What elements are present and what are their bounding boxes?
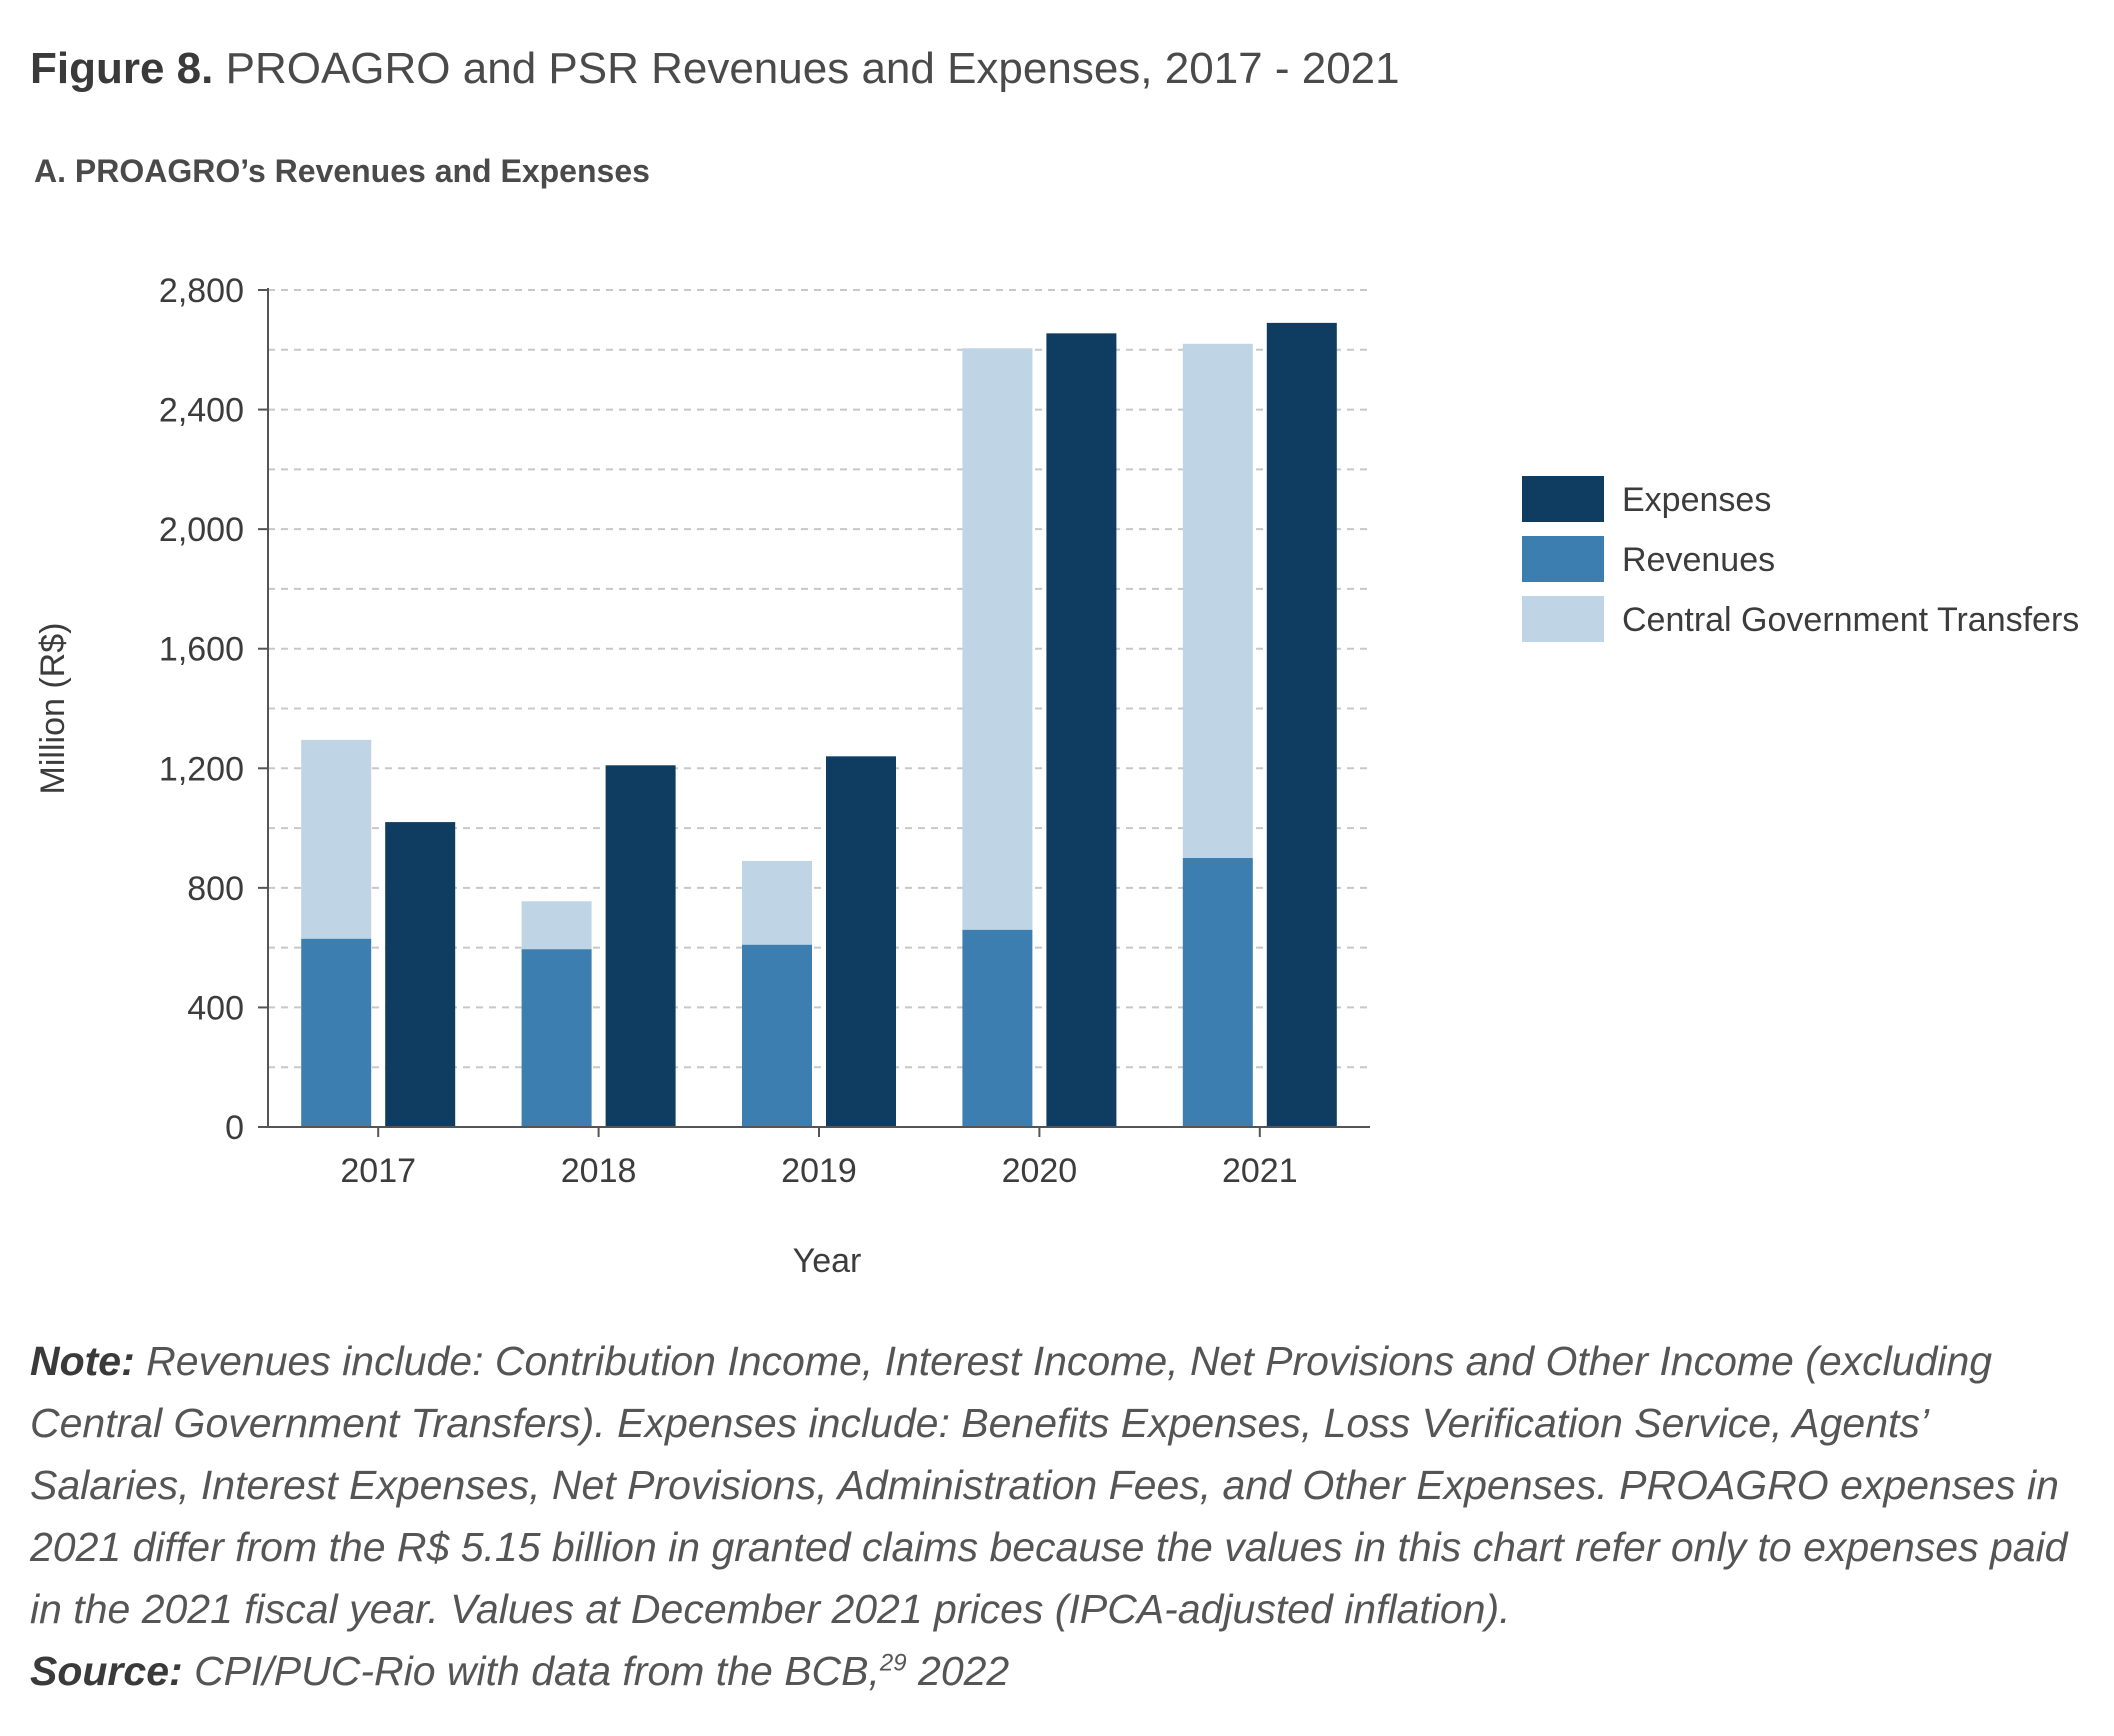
legend-swatch	[1522, 476, 1604, 522]
panel-title: A. PROAGRO’s Revenues and Expenses	[34, 153, 650, 189]
x-tick-label: 2020	[1002, 1152, 1078, 1190]
bar-expenses	[1266, 322, 1337, 1127]
bar-revenues	[1182, 857, 1253, 1127]
x-tick-label: 2017	[340, 1152, 416, 1190]
figure-label: Figure 8.	[30, 44, 214, 93]
bar-revenues	[301, 938, 372, 1127]
bar-revenues	[742, 944, 812, 1127]
bar-central-government-transfers	[301, 739, 372, 939]
legend: Expenses Revenues Central Government Trans…	[1522, 476, 2079, 642]
y-tick-label: 0	[225, 1109, 244, 1147]
bar-expenses	[385, 822, 456, 1127]
note-text: Revenues include: Contribution Income, I…	[30, 1338, 2068, 1632]
x-tick-label: 2021	[1222, 1152, 1298, 1190]
y-tick-label: 2,800	[159, 272, 244, 310]
axis-labels: 2017 2018 2019 2020 2021 0 400 800 1,200 1,600 2,0…	[34, 272, 1298, 1280]
bar-central-government-transfers	[962, 348, 1033, 930]
bar-expenses	[1046, 333, 1117, 1128]
legend-swatch	[1522, 596, 1604, 642]
bar-central-government-transfers	[742, 860, 812, 945]
source-year: 2022	[918, 1648, 1010, 1694]
figure-title-text: PROAGRO and PSR Revenues and Expenses, 2…	[225, 44, 1400, 93]
x-tick-label: 2018	[561, 1152, 637, 1190]
bar-central-government-transfers	[1182, 343, 1253, 858]
source-text: CPI/PUC-Rio with data from the BCB,	[194, 1648, 880, 1694]
x-tick-label: 2019	[781, 1152, 857, 1190]
bar-expenses	[605, 765, 676, 1127]
source-label: Source:	[30, 1648, 183, 1694]
bar-central-government-transfers	[521, 901, 592, 950]
bar-chart: 2017 2018 2019 2020 2021 0 400 800 1,200 1,600 2,0…	[34, 272, 2079, 1280]
y-tick-label: 1,600	[159, 631, 244, 669]
y-tick-label: 400	[187, 989, 244, 1027]
source-footnote: 29	[879, 1649, 907, 1677]
legend-swatch	[1522, 536, 1604, 582]
note-block: Note: Revenues include: Contribution Inc…	[30, 1330, 2090, 1702]
y-tick-label: 1,200	[159, 750, 244, 788]
axes	[258, 288, 1370, 1137]
figure-title: Figure 8. PROAGRO and PSR Revenues and E…	[30, 44, 1400, 94]
y-tick-label: 2,400	[159, 392, 244, 430]
bar-expenses	[826, 756, 896, 1127]
bar-revenues	[521, 949, 592, 1127]
y-tick-label: 2,000	[159, 511, 244, 549]
bar-revenues	[962, 929, 1033, 1127]
x-axis-title: Year	[793, 1242, 862, 1280]
legend-label: Revenues	[1622, 541, 1775, 579]
note-label: Note:	[30, 1338, 135, 1384]
y-tick-label: 800	[187, 870, 244, 908]
legend-label: Central Government Transfers	[1622, 601, 2079, 639]
legend-label: Expenses	[1622, 481, 1771, 519]
bars	[301, 322, 1337, 1128]
y-axis-title: Million (R$)	[34, 623, 72, 795]
